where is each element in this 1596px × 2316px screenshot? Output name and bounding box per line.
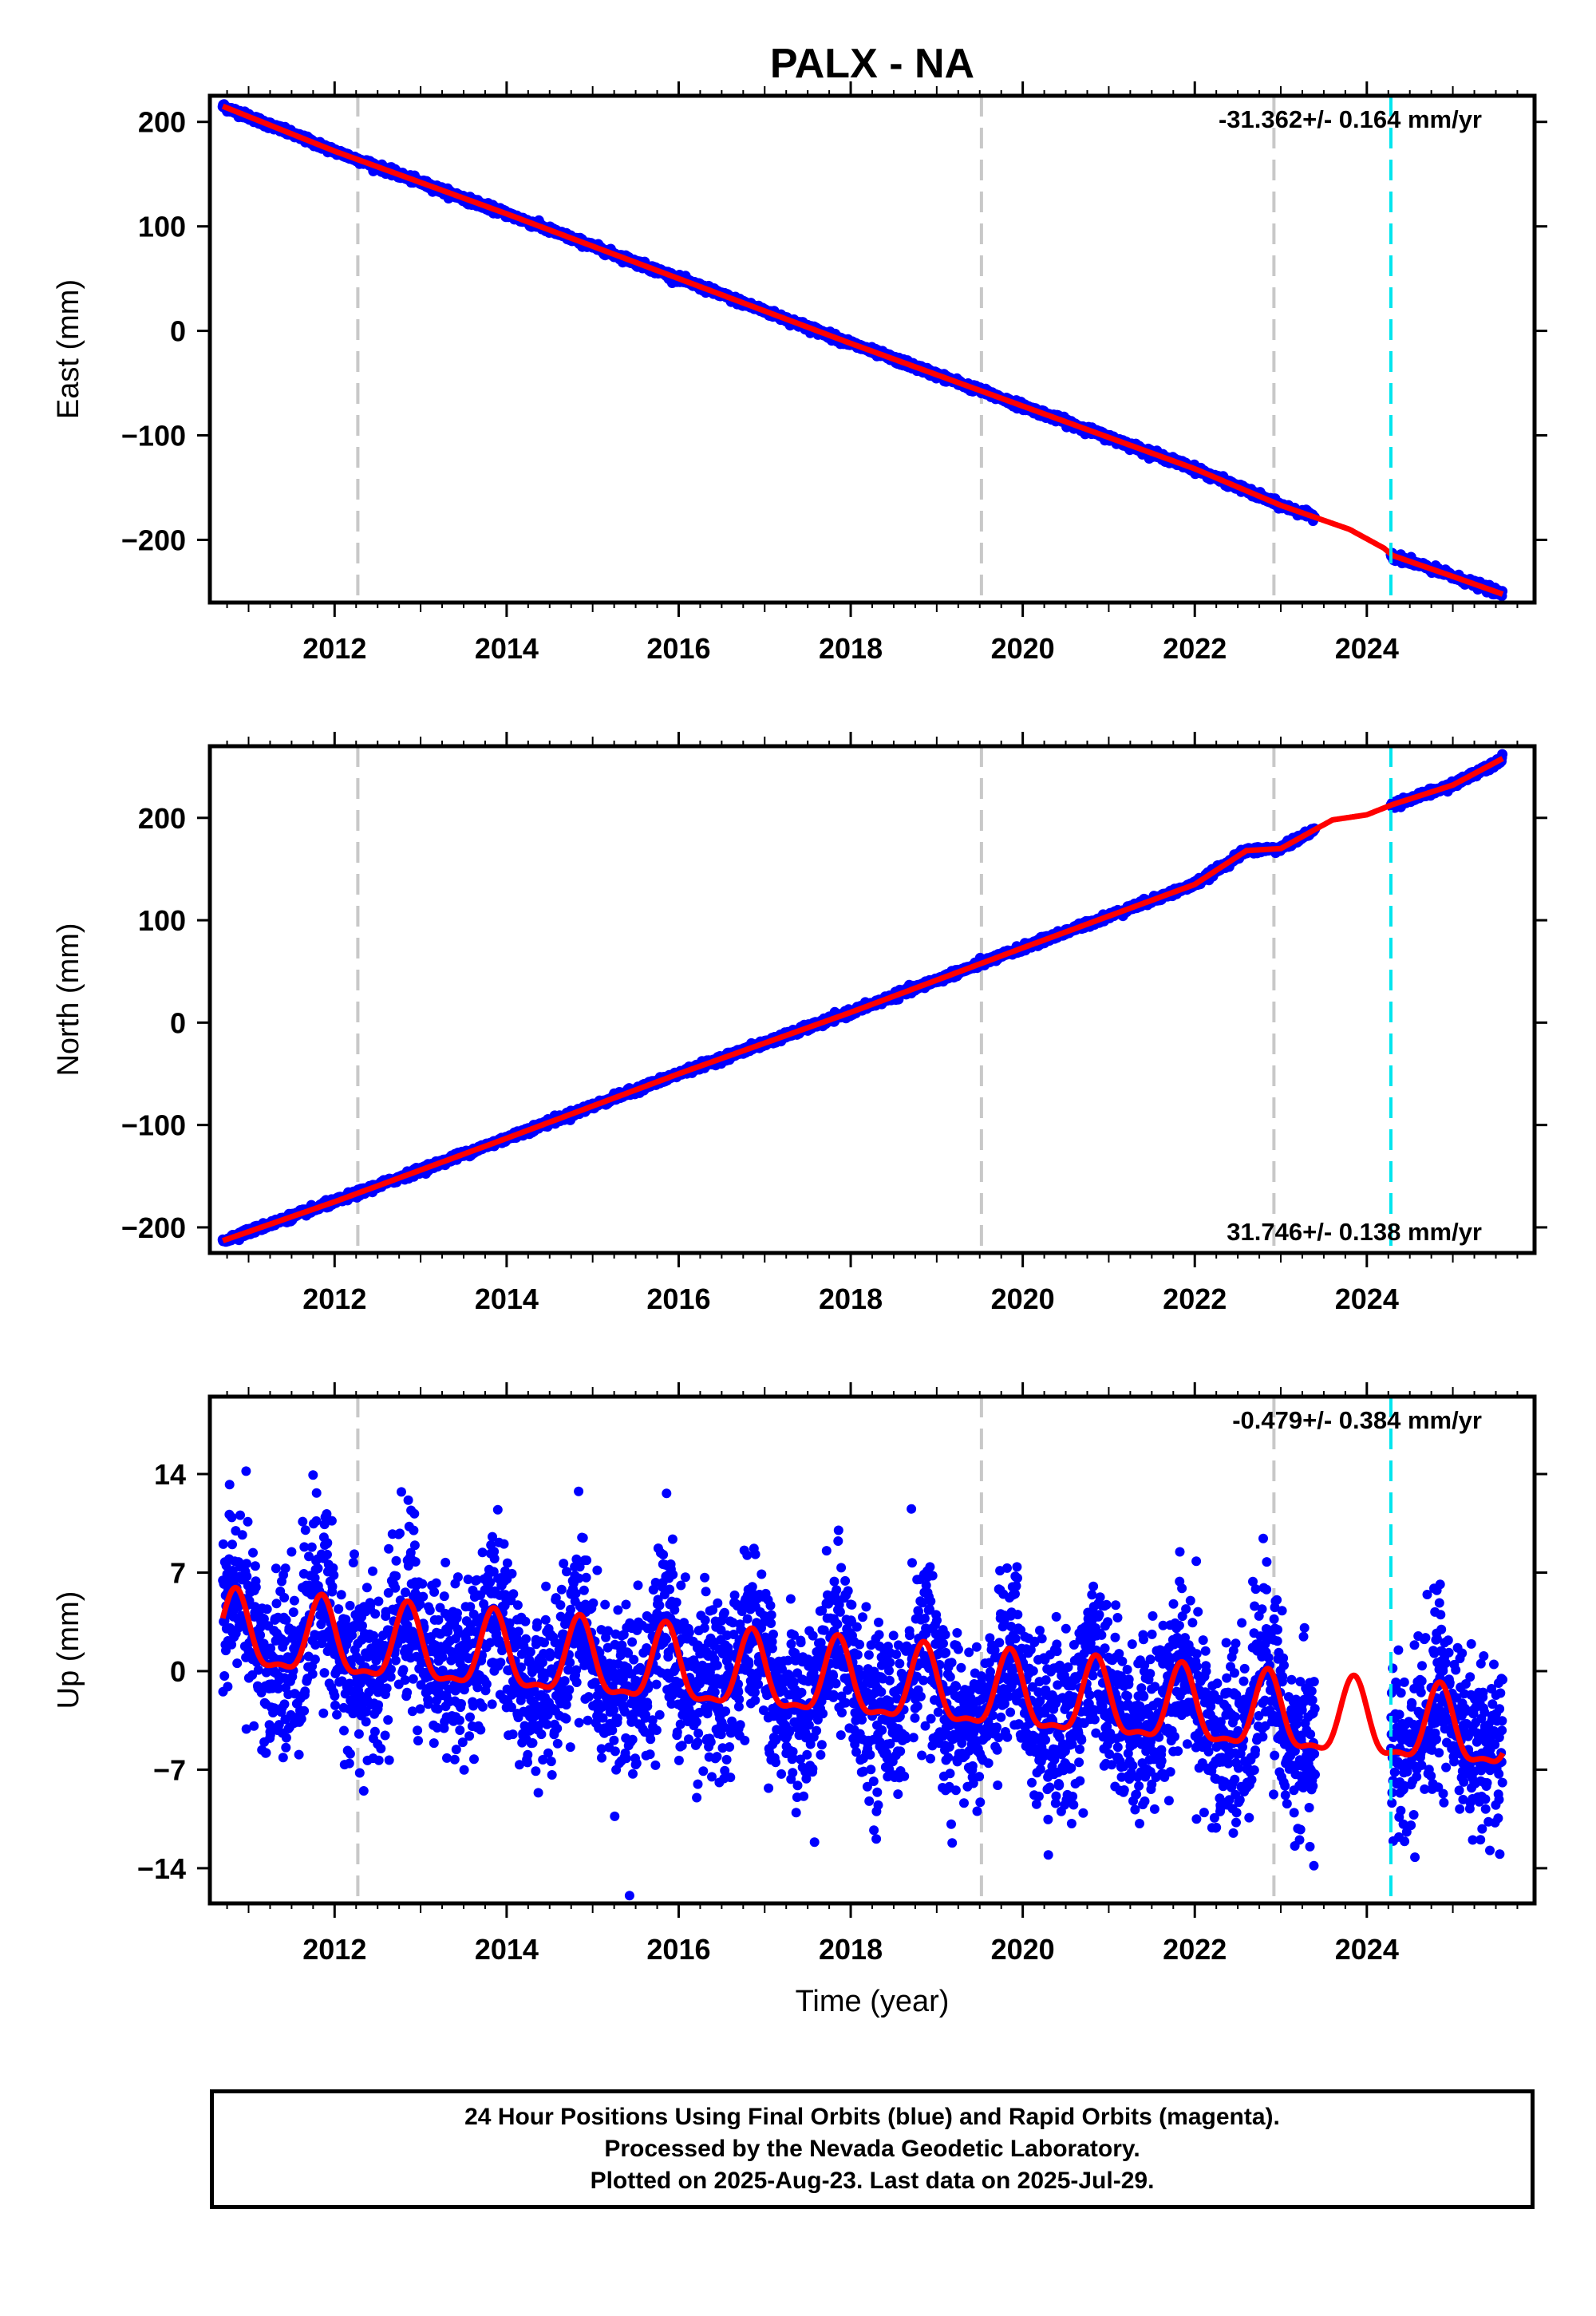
rate-annotation: -31.362+/- 0.164 mm/yr bbox=[1219, 105, 1482, 133]
x-tick-label: 2022 bbox=[1163, 632, 1227, 665]
plot-area-east bbox=[217, 96, 1508, 603]
x-tick-label: 2014 bbox=[475, 632, 539, 665]
x-tick-label: 2020 bbox=[991, 632, 1055, 665]
y-tick-label: −100 bbox=[121, 420, 186, 453]
panel-east: 200 100 0 −100 −200 2012 2014 2016 2018 2020 2022 2… bbox=[52, 81, 1547, 665]
y-tick-label: 100 bbox=[138, 211, 186, 243]
figure-title: PALX - NA bbox=[770, 41, 974, 87]
plot-area-north bbox=[217, 746, 1508, 1253]
y-tick-label: 0 bbox=[170, 315, 186, 348]
y-axis-label: East (mm) bbox=[52, 279, 85, 419]
x-tick-label: 2018 bbox=[819, 632, 883, 665]
model-fit-line-east bbox=[220, 103, 1505, 597]
x-tick-label: 2012 bbox=[302, 632, 366, 665]
y-tick-label: 200 bbox=[138, 106, 186, 139]
x-tick-label: 2016 bbox=[646, 632, 710, 665]
gps-time-series-figure: PALX - NA 200 100 0 −100 −200 2012 2014 2016 201… bbox=[52, 41, 1547, 2018]
y-tick-label: −200 bbox=[121, 524, 186, 556]
x-tick-label: 2024 bbox=[1335, 632, 1399, 665]
